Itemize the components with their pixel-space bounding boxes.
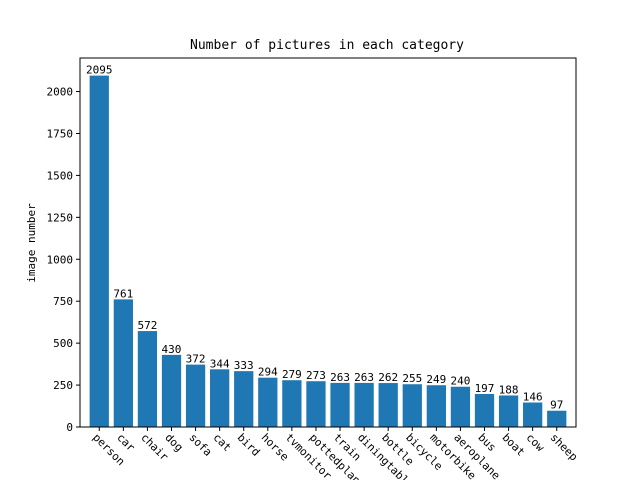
value-label-boat: 188 [499, 383, 519, 396]
value-label-train: 263 [330, 371, 350, 384]
bar-motorbike [426, 385, 446, 427]
value-label-bicycle: 255 [402, 372, 422, 385]
bar-tvmonitor [282, 380, 302, 427]
bar-bicycle [402, 384, 422, 427]
plot-frame [79, 57, 577, 428]
value-label-pottedplant: 273 [306, 369, 326, 382]
y-tick-label-0: 0 [66, 421, 73, 434]
bar-boat [498, 395, 519, 427]
value-label-bottle: 262 [378, 371, 398, 384]
bar-car [113, 299, 133, 427]
value-label-bird: 333 [234, 359, 254, 372]
bar-cat [210, 369, 230, 427]
bar-bird [234, 371, 254, 427]
bar-dog [161, 354, 182, 427]
x-tick-label-cow: cow [524, 431, 548, 455]
bar-person [89, 75, 109, 428]
x-tick-label-bird: bird [235, 431, 263, 459]
value-label-car: 761 [113, 287, 133, 300]
bar-sheep [547, 410, 567, 427]
bar-horse [258, 377, 278, 427]
y-axis-ticks: 0 250 500 750 1000 1250 1500 1750 2000 [47, 86, 80, 434]
value-label-aeroplane: 240 [450, 375, 470, 388]
chart-title: Number of pictures in each category [190, 38, 464, 53]
y-tick-label-2000: 2000 [47, 86, 74, 99]
value-label-horse: 294 [258, 366, 278, 379]
value-label-cow: 146 [523, 391, 543, 404]
bar-bus [474, 393, 495, 427]
y-axis-label: image number [25, 203, 38, 283]
value-label-diningtable: 263 [354, 371, 374, 384]
value-label-chair: 572 [137, 319, 157, 332]
x-tick-label-sofa: sofa [186, 431, 214, 459]
bar-aeroplane [450, 386, 471, 427]
y-tick-label-750: 750 [53, 295, 73, 308]
value-label-person: 2095 [86, 64, 113, 77]
y-tick-label-1250: 1250 [47, 211, 74, 224]
bar-cow [523, 402, 543, 427]
x-tick-label-sheep: sheep [548, 431, 581, 464]
value-label-sofa: 372 [186, 353, 206, 366]
value-label-dog: 430 [162, 343, 182, 356]
y-tick-label-250: 250 [53, 379, 73, 392]
bar-bottle [378, 383, 398, 427]
y-tick-label-500: 500 [53, 337, 73, 350]
value-labels-group: 2095 761 572 430 372 344 333 294 279 273 263 263 262… [86, 64, 563, 412]
value-label-tvmonitor: 279 [282, 368, 302, 381]
bar-sofa [185, 364, 206, 427]
value-label-sheep: 97 [550, 399, 563, 412]
x-tick-label-cat: cat [211, 431, 234, 454]
bars-group [89, 75, 567, 428]
y-tick-label-1000: 1000 [47, 253, 74, 266]
bar-chair [137, 331, 158, 427]
bar-diningtable [354, 382, 374, 427]
value-label-bus: 197 [475, 382, 495, 395]
value-label-motorbike: 249 [426, 373, 446, 386]
bar-pottedplant [306, 381, 326, 427]
x-tick-label-boat: boat [499, 431, 527, 459]
y-tick-label-1500: 1500 [47, 169, 74, 182]
value-label-cat: 344 [210, 357, 230, 370]
bar-train [330, 382, 350, 427]
y-tick-label-1750: 1750 [47, 127, 74, 140]
